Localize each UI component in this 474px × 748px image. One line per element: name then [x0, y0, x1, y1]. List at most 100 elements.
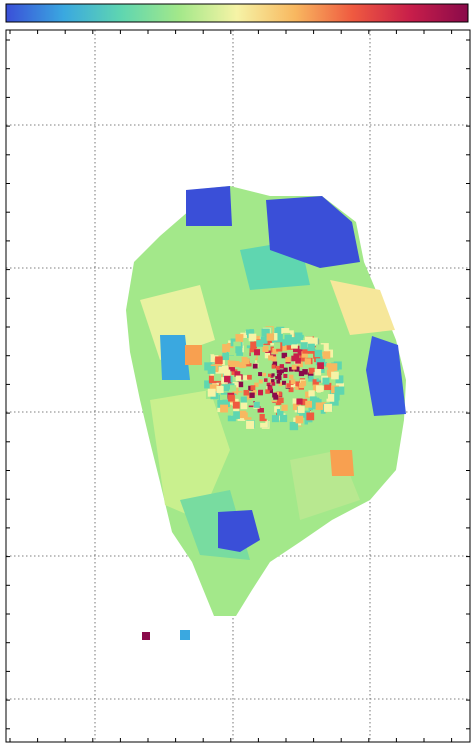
bin	[230, 385, 237, 392]
bin	[250, 352, 257, 359]
bin	[262, 372, 266, 377]
plot-frame	[5, 29, 471, 743]
bin	[204, 380, 213, 389]
bin	[286, 383, 291, 388]
bin	[331, 371, 339, 380]
bin	[257, 406, 264, 413]
bin	[276, 379, 281, 384]
bin	[309, 337, 318, 346]
bin	[314, 368, 322, 376]
bin	[275, 365, 280, 370]
bin	[233, 360, 240, 368]
bin	[222, 384, 229, 392]
bin	[260, 419, 268, 428]
bin	[315, 402, 324, 410]
bin	[261, 328, 270, 337]
bin	[285, 356, 291, 363]
bin	[299, 382, 305, 389]
bin	[279, 369, 284, 374]
bin	[293, 353, 300, 360]
bin	[246, 420, 255, 429]
bin	[326, 370, 335, 378]
bin	[329, 363, 338, 371]
bin	[322, 377, 330, 385]
bin	[272, 361, 278, 366]
bin	[210, 354, 219, 363]
bin	[271, 382, 276, 386]
bin	[272, 422, 281, 431]
bin	[224, 375, 231, 383]
bin	[295, 336, 304, 344]
bin	[218, 366, 226, 374]
bin	[295, 415, 304, 424]
bin	[302, 369, 308, 375]
bin	[214, 347, 223, 356]
bin	[218, 510, 260, 552]
bin	[260, 402, 267, 408]
bin	[268, 355, 274, 361]
bin	[289, 374, 294, 380]
bin	[228, 365, 236, 372]
bin	[265, 389, 270, 394]
bin	[240, 396, 247, 403]
bin	[225, 407, 234, 416]
bin	[249, 392, 255, 398]
bin	[308, 390, 315, 397]
bin	[281, 344, 288, 351]
bin	[297, 349, 305, 356]
bin	[227, 342, 235, 351]
bin	[320, 343, 329, 352]
bin	[228, 394, 235, 402]
bin	[289, 421, 299, 431]
bin	[227, 413, 236, 422]
bin	[231, 369, 238, 376]
bin	[223, 365, 231, 373]
bin	[232, 411, 240, 419]
bin	[307, 372, 314, 379]
bin	[331, 392, 340, 401]
bin	[223, 369, 231, 377]
bin	[294, 366, 300, 372]
bin	[233, 341, 241, 350]
bin	[263, 378, 268, 382]
bin	[264, 352, 271, 359]
bin	[300, 398, 308, 406]
bin	[254, 382, 259, 388]
bin	[250, 341, 258, 349]
bin	[305, 400, 312, 408]
bin	[271, 415, 280, 423]
bin	[249, 346, 256, 353]
bin	[320, 391, 328, 399]
bin	[258, 379, 263, 384]
bin	[140, 285, 215, 360]
bin	[252, 363, 258, 369]
bin	[279, 364, 284, 369]
bin	[366, 336, 406, 416]
bin	[232, 382, 239, 388]
bin	[266, 382, 271, 387]
bin	[304, 336, 313, 345]
bin	[292, 345, 300, 353]
bin	[298, 370, 305, 377]
bin	[266, 333, 274, 341]
bin	[317, 362, 324, 370]
bin	[308, 367, 315, 374]
bin	[316, 385, 323, 392]
bin	[297, 406, 305, 413]
bin	[317, 368, 325, 376]
bin	[250, 385, 256, 391]
bin	[315, 358, 323, 366]
bin	[272, 348, 279, 354]
bin	[283, 373, 288, 378]
bin	[271, 379, 275, 383]
bin	[322, 351, 331, 359]
bin	[240, 402, 248, 410]
bin	[326, 394, 335, 402]
bin	[216, 385, 224, 394]
bin	[262, 346, 269, 353]
bin	[247, 374, 252, 380]
bin	[235, 375, 242, 382]
bin	[275, 399, 282, 406]
bin	[288, 366, 294, 372]
bin	[276, 391, 282, 397]
